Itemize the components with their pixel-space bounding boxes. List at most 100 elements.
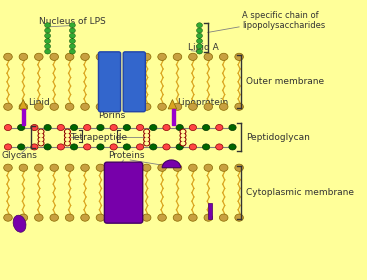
Circle shape [44,144,51,150]
Circle shape [69,44,75,49]
FancyBboxPatch shape [123,52,145,112]
Circle shape [66,142,69,145]
Circle shape [38,137,44,142]
Circle shape [235,214,243,221]
Circle shape [163,144,170,150]
Circle shape [144,141,150,146]
Circle shape [38,129,44,134]
Polygon shape [168,99,177,109]
Circle shape [176,125,183,130]
Circle shape [110,144,117,150]
Circle shape [4,214,12,221]
Circle shape [176,144,183,150]
Circle shape [38,133,44,138]
Circle shape [142,164,151,171]
Text: Lipid: Lipid [29,97,50,106]
Circle shape [144,133,150,138]
Circle shape [229,125,236,130]
Circle shape [173,103,182,110]
Circle shape [66,130,69,133]
Circle shape [127,103,135,110]
Circle shape [158,103,166,110]
Circle shape [189,125,196,130]
Circle shape [18,125,25,130]
Circle shape [96,164,105,171]
Text: Porins: Porins [98,111,126,120]
Circle shape [50,53,58,60]
Circle shape [204,164,212,171]
Circle shape [65,214,74,221]
Circle shape [19,53,28,60]
Circle shape [97,144,104,150]
Circle shape [112,164,120,171]
Circle shape [235,164,243,171]
Circle shape [158,53,166,60]
Circle shape [19,164,28,171]
Circle shape [39,134,43,137]
FancyBboxPatch shape [98,52,121,112]
Circle shape [45,23,51,28]
Circle shape [189,164,197,171]
Circle shape [112,214,120,221]
Circle shape [189,53,197,60]
Circle shape [229,144,236,150]
Circle shape [123,144,131,150]
Circle shape [204,103,212,110]
Circle shape [31,144,38,150]
Bar [22,109,25,125]
Circle shape [50,103,58,110]
Circle shape [65,129,70,134]
Circle shape [181,142,185,145]
Circle shape [65,103,74,110]
Circle shape [158,164,166,171]
Circle shape [39,138,43,141]
Text: Nucleus of LPS: Nucleus of LPS [39,17,106,26]
Circle shape [219,214,228,221]
Circle shape [19,214,28,221]
Circle shape [127,53,135,60]
Circle shape [142,103,151,110]
Circle shape [235,53,243,60]
Circle shape [44,125,51,130]
Circle shape [181,134,185,137]
Circle shape [145,138,148,141]
Circle shape [69,23,75,28]
Circle shape [97,125,104,130]
Circle shape [81,164,89,171]
Circle shape [34,164,43,171]
Circle shape [18,144,25,150]
Circle shape [219,53,228,60]
Circle shape [4,53,12,60]
Circle shape [96,214,105,221]
Circle shape [4,125,12,130]
Circle shape [4,103,12,110]
Circle shape [142,214,151,221]
Circle shape [81,53,89,60]
FancyBboxPatch shape [104,162,143,223]
Circle shape [196,44,203,49]
Circle shape [150,125,157,130]
Circle shape [173,164,182,171]
Circle shape [45,39,51,43]
Circle shape [112,103,120,110]
Circle shape [127,214,135,221]
Circle shape [196,39,203,43]
Circle shape [70,125,78,130]
Circle shape [65,164,74,171]
Ellipse shape [13,215,26,232]
Circle shape [57,144,65,150]
Circle shape [180,133,186,138]
Circle shape [144,137,150,142]
Circle shape [69,49,75,54]
Circle shape [57,125,65,130]
Circle shape [145,142,148,145]
Circle shape [34,214,43,221]
Circle shape [31,125,38,130]
Circle shape [203,125,210,130]
Circle shape [81,103,89,110]
Text: Peptidoglycan: Peptidoglycan [246,133,310,142]
Text: Tetrapeptide: Tetrapeptide [70,133,127,142]
Circle shape [216,125,223,130]
Circle shape [163,125,170,130]
Circle shape [173,214,182,221]
